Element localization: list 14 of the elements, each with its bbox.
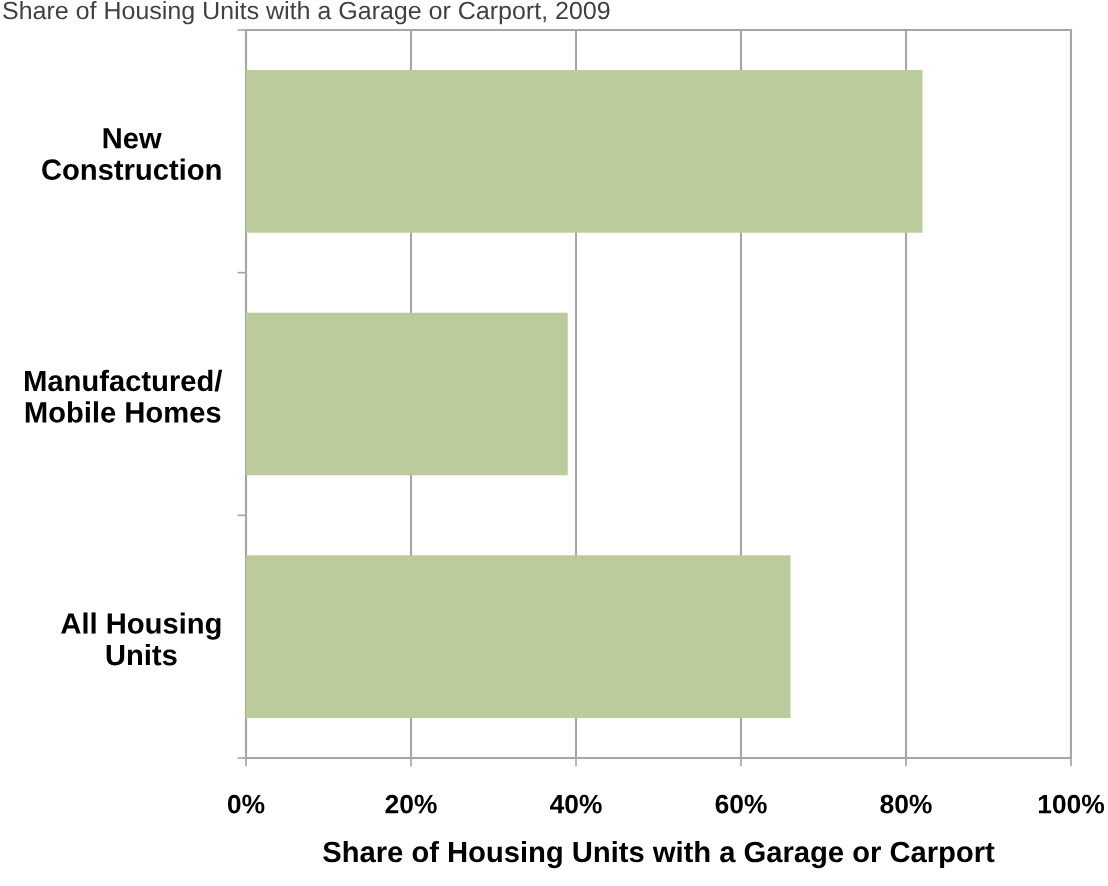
x-tick-label: 80% [880,794,932,814]
chart-title: Share of Housing Units with a Garage or Carport, 2009 [3,1,610,25]
x-axis-title: Share of Housing Units with a Garage or Carport [323,840,995,869]
y-tick-label: New Construction [42,128,221,181]
bar [246,70,923,233]
bar [246,555,791,718]
x-tick-label: 40% [549,794,602,814]
bar [246,312,568,476]
x-tick-label: 0% [227,794,265,814]
x-tick-label: 20% [385,794,437,814]
y-tick-label: Manufactured/ Mobile Homes [25,369,223,423]
x-tick-label: 100% [1038,794,1105,814]
y-tick-label: All Housing Units [61,612,221,666]
x-tick-label: 60% [715,794,767,814]
